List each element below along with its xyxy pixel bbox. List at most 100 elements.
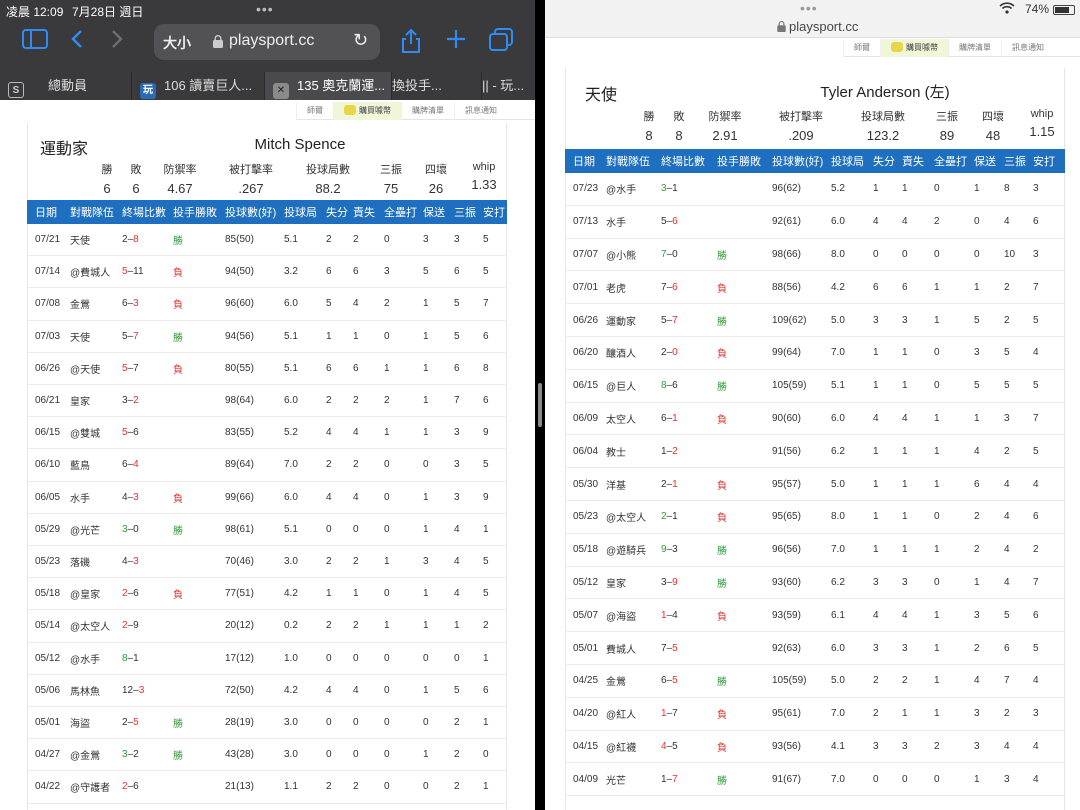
table-row[interactable]: 05/06 馬林魚 12–3 72(50) 4.2 4 4 0 1 5 6 [27,675,507,707]
column-header[interactable]: 全壘打 [384,207,417,219]
tab-1[interactable]: 玩 106 讀賣巨人... [132,72,265,100]
column-header[interactable]: 投球數(好) [225,207,277,219]
column-header[interactable]: 安打 [483,207,505,219]
table-row[interactable]: 04/22 @守護者 2–6 21(13) 1.1 2 2 0 0 2 1 [27,771,507,804]
table-row[interactable]: 06/15 @雙城 5–6 83(55) 5.2 4 4 1 1 3 9 [27,417,507,450]
reload-icon[interactable]: ↻ [353,30,369,50]
column-header[interactable]: 安打 [1033,156,1055,168]
column-header[interactable]: 投手勝敗 [717,156,761,168]
share-icon[interactable] [400,28,422,60]
table-row[interactable]: 04/20 @紅人 1–7 負 95(61) 7.0 2 1 1 3 2 3 [565,698,1065,731]
table-row[interactable]: 04/25 金鶯 6–5 勝 105(59) 5.0 2 2 1 4 7 4 [565,665,1065,698]
table-row[interactable]: 06/15 @巨人 8–6 勝 105(59) 5.1 1 1 0 5 5 5 [565,370,1065,403]
table-row[interactable]: 06/10 藍鳥 6–4 89(64) 7.0 2 2 0 0 3 5 [27,449,507,482]
table-row[interactable]: 07/13 水手 5–6 92(61) 6.0 4 4 2 0 4 6 [565,206,1065,239]
column-header[interactable]: 投球局 [284,207,317,219]
nav-buy-coins[interactable]: 購買噱幣 [333,102,401,120]
new-tab-icon[interactable] [445,28,467,56]
table-row[interactable]: 05/14 @太空人 2–9 20(12) 0.2 2 2 1 1 1 2 [27,610,507,643]
table-row[interactable]: 07/23 @水手 3–1 96(62) 5.2 1 1 0 1 8 3 [565,173,1065,206]
nav-user[interactable]: 師爾 [843,39,880,57]
column-header[interactable]: 責失 [902,156,924,168]
column-header[interactable]: 三振 [1004,156,1026,168]
back-icon[interactable] [70,28,84,56]
table-row[interactable]: 06/20 釀酒人 2–0 負 99(64) 7.0 1 1 0 3 5 4 [565,337,1065,370]
table-row[interactable]: 05/23 @太空人 2–1 負 95(65) 8.0 1 1 0 2 4 6 [565,501,1065,534]
table-row[interactable]: 06/04 教士 1–2 91(56) 6.2 1 1 1 4 2 5 [565,435,1065,469]
nav-buy-coins[interactable]: 購買噱幣 [880,39,948,57]
cell-pitches: 91(67) [772,773,801,785]
sidebar-icon[interactable] [22,28,48,56]
column-header[interactable]: 終場比數 [661,156,705,168]
column-header[interactable]: 保送 [974,156,996,168]
split-view-handle-icon[interactable] [538,383,542,427]
table-row[interactable]: 05/01 費城人 7–5 92(63) 6.0 3 3 1 2 6 5 [565,632,1065,665]
multitask-dots-icon[interactable]: ••• [800,0,818,16]
table-row[interactable]: 04/27 @金鶯 3–2 勝 43(28) 3.0 0 0 0 1 2 0 [27,739,507,772]
table-row[interactable]: 07/07 @小熊 7–0 勝 98(66) 8.0 0 0 0 0 10 3 [565,239,1065,272]
table-row[interactable]: 06/26 @天使 5–7 負 80(55) 5.1 6 6 1 1 6 8 [27,353,507,385]
cell-runs: 2 [326,459,332,471]
table-row[interactable]: 05/12 皇家 3–9 勝 93(60) 6.2 3 3 0 1 4 7 [565,567,1065,600]
cell-opponent: @金鶯 [70,751,101,763]
forward-icon[interactable] [110,28,124,56]
score-opp: 1 [672,478,678,490]
address-bar[interactable]: 大小 playsport.cc ↻ [154,24,380,60]
url-host[interactable]: playsport.cc [777,19,858,34]
column-header[interactable]: 日期 [573,156,595,168]
table-row[interactable]: 06/26 運動家 5–7 勝 109(62) 5.0 3 3 1 5 2 5 [565,304,1065,337]
table-row[interactable]: 05/18 @遊騎兵 9–3 勝 96(56) 7.0 1 1 1 2 4 2 [565,534,1065,567]
multitask-dots-icon[interactable]: ••• [256,1,274,17]
tabs-overview-icon[interactable] [488,28,514,58]
table-row[interactable]: 06/09 太空人 6–1 負 90(60) 6.0 4 4 1 1 3 7 [565,403,1065,436]
tab-0[interactable]: S 總動員 [0,72,132,100]
reader-aa-button[interactable]: 大小 [163,35,191,51]
cell-strikeouts: 0 [454,652,460,664]
cell-final-score: 3–2 [114,395,165,406]
table-row[interactable]: 07/14 @費城人 5–11 負 94(50) 3.2 6 6 3 5 6 5 [27,256,507,289]
cell-decision: 負 [717,710,727,722]
cell-decision: 勝 [717,316,727,328]
column-header[interactable]: 全壘打 [934,156,967,168]
table-row[interactable]: 05/29 @光芒 3–0 勝 98(61) 5.1 0 0 0 1 4 1 [27,514,507,546]
table-row[interactable]: 06/21 皇家 3–2 98(64) 6.0 2 2 2 1 7 6 [27,385,507,418]
table-row[interactable]: 05/23 落磯 4–3 70(46) 3.0 2 2 1 3 4 5 [27,546,507,579]
table-row[interactable]: 07/03 天使 5–7 勝 94(56) 5.1 1 1 0 1 5 6 [27,321,507,353]
column-header[interactable]: 三振 [454,207,476,219]
cell-home-runs: 0 [934,576,940,588]
nav-user[interactable]: 師爾 [296,102,333,120]
table-row[interactable]: 07/08 金鶯 6–3 負 96(60) 6.0 5 4 2 1 5 7 [27,288,507,321]
column-header[interactable]: 投球數(好) [772,156,824,168]
column-header[interactable]: 責失 [353,207,375,219]
table-row[interactable]: 04/09 光芒 1–7 勝 91(67) 7.0 0 0 0 1 3 4 [565,763,1065,797]
column-header[interactable]: 投手勝敗 [173,207,217,219]
table-row[interactable]: 05/18 @皇家 2–6 負 77(51) 4.2 1 1 0 1 4 5 [27,578,507,611]
nav-purchase-list[interactable]: 購牌清單 [401,102,454,120]
table-row[interactable]: 05/12 @水手 8–1 17(12) 1.0 0 0 0 0 0 1 [27,643,507,675]
table-row[interactable]: 07/01 老虎 7–6 負 88(56) 4.2 6 6 1 1 2 7 [565,271,1065,305]
nav-notifications[interactable]: 訊息通知 [1001,39,1054,57]
tab-3[interactable]: 換投手... [392,72,482,100]
column-header[interactable]: 終場比數 [122,207,166,219]
column-header[interactable]: 失分 [873,156,895,168]
split-view-divider[interactable] [535,0,545,810]
table-row[interactable]: 05/01 海盜 2–5 勝 28(19) 3.0 0 0 0 0 2 1 [27,707,507,740]
table-row[interactable]: 04/17紅雀3–236(24)3.0000151 [27,804,507,810]
table-row[interactable]: 04/15 @紅襪 4–5 負 93(56) 4.1 3 3 2 3 4 4 [565,731,1065,764]
tab-4[interactable]: || - 玩... [482,72,535,100]
score-own: 8 [122,652,128,664]
nav-purchase-list[interactable]: 購牌清單 [948,39,1001,57]
column-header[interactable]: 對戰隊伍 [606,156,650,168]
table-row[interactable]: 07/21 天使 2–8 勝 85(50) 5.1 2 2 0 3 3 5 [27,224,507,257]
tab-2-active[interactable]: ✕ 135 奧克蘭運... [265,72,392,100]
tab-close-icon[interactable]: ✕ [273,83,289,99]
table-row[interactable]: 06/05 水手 4–3 負 99(66) 6.0 4 4 0 1 3 9 [27,482,507,514]
column-header[interactable]: 日期 [35,207,57,219]
table-row[interactable]: 05/07 @海盜 1–4 負 93(59) 6.1 4 4 1 3 5 6 [565,599,1065,633]
table-row[interactable]: 05/30 洋基 2–1 負 95(57) 5.0 1 1 1 6 4 4 [565,468,1065,501]
column-header[interactable]: 失分 [326,207,348,219]
nav-notifications[interactable]: 訊息通知 [454,102,507,120]
column-header[interactable]: 保送 [423,207,445,219]
column-header[interactable]: 對戰隊伍 [70,207,114,219]
column-header[interactable]: 投球局 [831,156,864,168]
